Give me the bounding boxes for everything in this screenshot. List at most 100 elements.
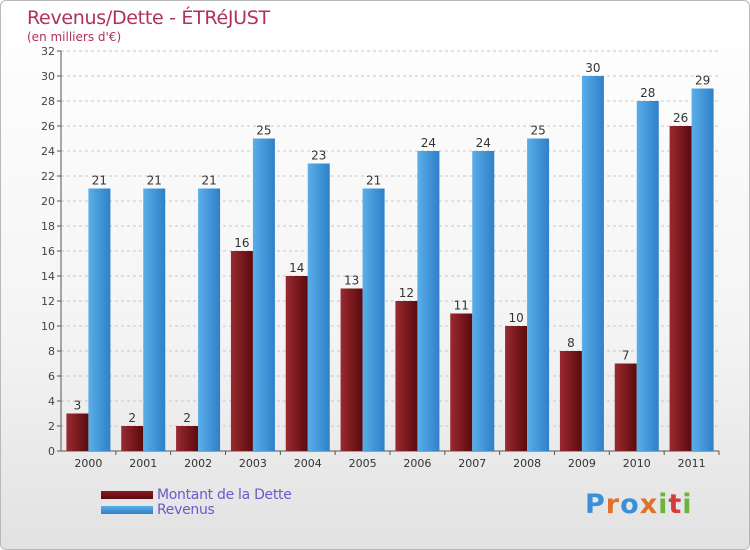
y-tick-label: 0	[48, 445, 55, 458]
data-label: 24	[421, 136, 436, 150]
y-tick-label: 30	[41, 70, 55, 83]
data-label: 14	[289, 261, 304, 275]
data-labels: 3 21 2 21 2 21 16 25 14 23 13 21 12 24 11 24 10 25 8 30 7 28 2…	[74, 61, 711, 425]
data-label: 21	[92, 174, 107, 188]
bar-dette	[66, 413, 89, 451]
chart-title: Revenus/Dette - ÉTRéJUST	[27, 7, 270, 29]
legend-label-revenus: Revenus	[157, 501, 215, 518]
bar-dette	[450, 313, 473, 451]
legend-item-revenus: Revenus	[101, 501, 292, 518]
y-tick-label: 22	[41, 170, 55, 183]
x-tick-label: 2007	[458, 457, 486, 470]
data-label: 25	[530, 124, 545, 138]
chart-subtitle: (en milliers d'€)	[27, 30, 122, 44]
logo-letter: x	[639, 489, 659, 520]
x-tick-label: 2005	[349, 457, 377, 470]
data-label: 10	[508, 311, 523, 325]
y-tick-label: 12	[41, 295, 55, 308]
y-tick-label: 4	[48, 395, 55, 408]
bars	[66, 76, 714, 451]
data-label: 24	[476, 136, 491, 150]
y-tick-label: 8	[48, 345, 55, 358]
data-label: 23	[311, 149, 326, 163]
legend-swatch-revenus	[101, 505, 153, 514]
bar-dette	[121, 426, 144, 451]
data-label: 29	[695, 74, 710, 88]
bar-revenus	[143, 188, 166, 451]
x-tick-label: 2004	[294, 457, 322, 470]
bar-dette	[559, 351, 582, 451]
data-label: 2	[128, 411, 136, 425]
data-label: 13	[344, 274, 359, 288]
x-tick-label: 2008	[513, 457, 541, 470]
bar-dette	[395, 301, 418, 451]
x-tick-label: 2009	[568, 457, 596, 470]
y-tick-label: 20	[41, 195, 55, 208]
data-label: 16	[234, 236, 249, 250]
legend: Montant de la Dette Revenus	[101, 486, 292, 518]
x-tick-label: 2002	[184, 457, 212, 470]
bar-revenus	[636, 101, 659, 451]
data-label: 7	[622, 349, 630, 363]
y-tick-label: 26	[41, 120, 55, 133]
data-label: 26	[673, 111, 688, 125]
data-label: 30	[585, 61, 600, 75]
data-label: 21	[147, 174, 162, 188]
data-label: 25	[256, 124, 271, 138]
data-label: 11	[454, 299, 469, 313]
bar-revenus	[581, 76, 604, 451]
bar-dette	[669, 126, 692, 451]
bar-revenus	[307, 163, 330, 451]
logo-letter: i	[658, 489, 669, 520]
y-tick-label: 14	[41, 270, 55, 283]
bar-revenus	[527, 138, 550, 451]
grid-lines	[61, 50, 719, 452]
data-label: 2	[183, 411, 191, 425]
bar-dette	[230, 251, 253, 451]
bar-revenus	[417, 151, 440, 451]
bar-revenus	[691, 88, 714, 451]
y-tick-label: 28	[41, 95, 55, 108]
logo-letter: o	[620, 489, 640, 520]
x-tick-label: 2006	[403, 457, 431, 470]
bar-dette	[176, 426, 199, 451]
y-tick-label: 10	[41, 320, 55, 333]
bar-revenus	[198, 188, 221, 451]
logo-letter: P	[585, 489, 606, 520]
data-label: 12	[399, 286, 414, 300]
legend-swatch-debt	[101, 490, 153, 499]
x-tick-label: 2003	[239, 457, 267, 470]
data-label: 21	[201, 174, 216, 188]
x-tick-label: 2011	[678, 457, 706, 470]
bar-dette	[505, 326, 528, 451]
y-tick-label: 32	[41, 45, 55, 58]
logo-letter: r	[605, 489, 621, 520]
logo-letter: i	[682, 489, 693, 520]
y-tick-label: 6	[48, 370, 55, 383]
bar-dette	[285, 276, 308, 451]
data-label: 3	[74, 399, 82, 413]
bar-revenus	[252, 138, 275, 451]
legend-item-debt: Montant de la Dette	[101, 486, 292, 503]
proxiti-logo: Proxiti	[585, 489, 693, 520]
logo-letter: t	[668, 489, 683, 520]
bar-dette	[340, 288, 363, 451]
data-label: 28	[640, 86, 655, 100]
bar-revenus	[88, 188, 111, 451]
y-tick-label: 2	[48, 420, 55, 433]
x-tick-label: 2000	[74, 457, 102, 470]
y-tick-label: 16	[41, 245, 55, 258]
bar-revenus	[362, 188, 385, 451]
y-tick-label: 24	[41, 145, 55, 158]
legend-label-debt: Montant de la Dette	[157, 486, 292, 503]
data-label: 8	[567, 336, 575, 350]
x-tick-label: 2010	[623, 457, 651, 470]
bar-revenus	[472, 151, 495, 451]
y-tick-label: 18	[41, 220, 55, 233]
bar-dette	[614, 363, 637, 451]
x-tick-label: 2001	[129, 457, 157, 470]
data-label: 21	[366, 174, 381, 188]
